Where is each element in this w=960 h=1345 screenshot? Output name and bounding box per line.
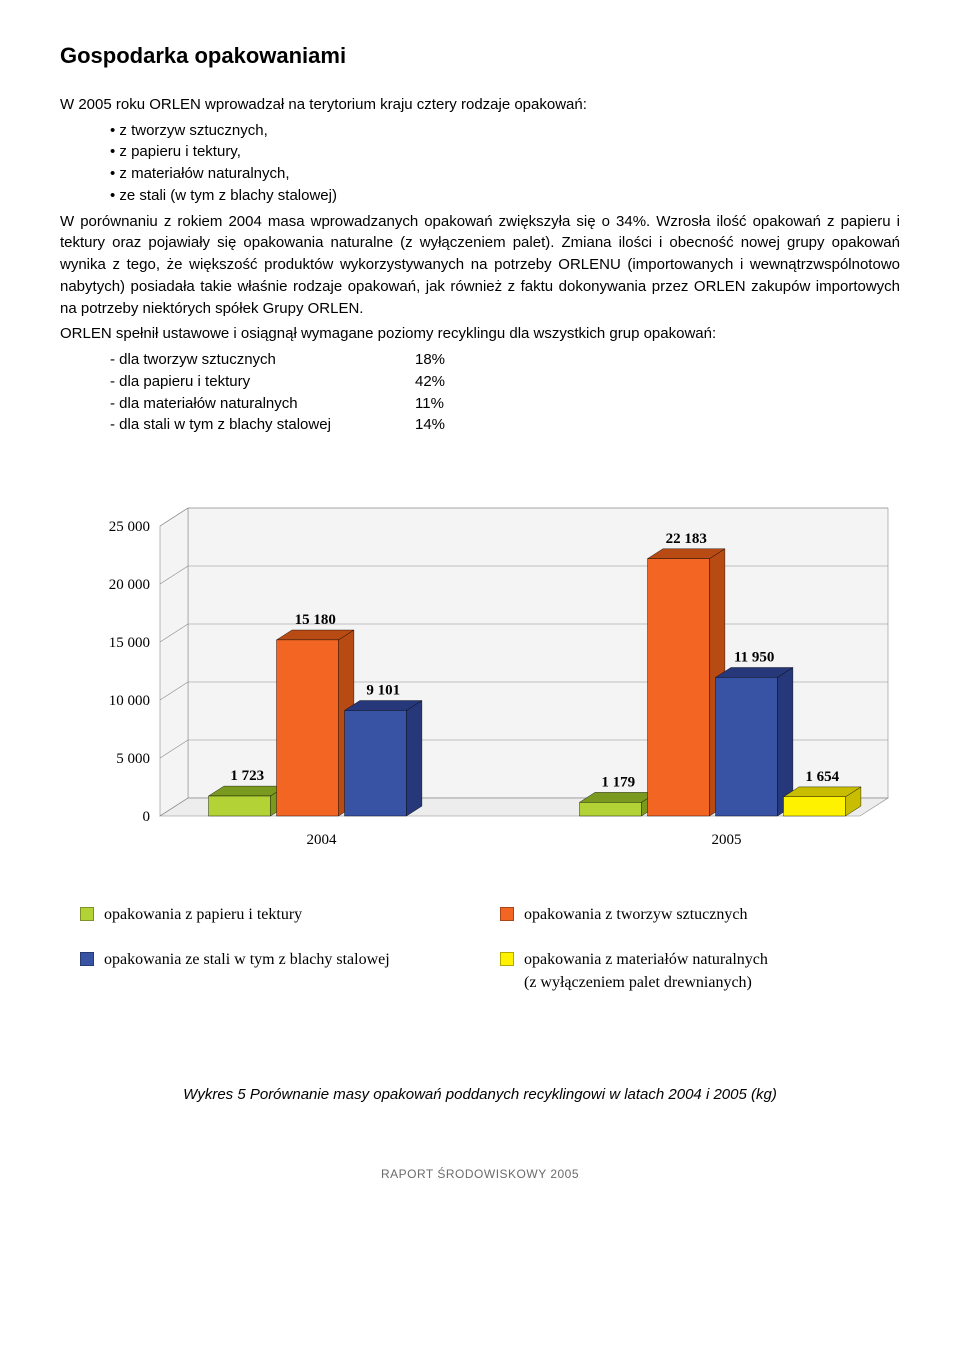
chart-legend: opakowania z papieru i tektury opakowania…: [80, 903, 880, 995]
recycling-value: 18%: [415, 349, 445, 371]
legend-swatch: [80, 907, 94, 921]
packaging-types-list: z tworzyw sztucznych, z papieru i tektur…: [60, 120, 900, 207]
recycling-label: - dla stali w tym z blachy stalowej: [110, 414, 415, 436]
legend-swatch: [500, 907, 514, 921]
recycling-row: - dla papieru i tektury 42%: [110, 371, 900, 393]
legend-item: opakowania z tworzyw sztucznych: [500, 903, 880, 926]
svg-text:20 000: 20 000: [109, 577, 150, 593]
svg-text:5 000: 5 000: [116, 751, 150, 767]
svg-text:15 180: 15 180: [295, 612, 336, 628]
legend-label: opakowania ze stali w tym z blachy stalo…: [104, 948, 390, 971]
body-paragraph-2: ORLEN spełnił ustawowe i osiągnął wymaga…: [60, 323, 900, 345]
svg-text:2005: 2005: [712, 832, 742, 848]
legend-item: opakowania z papieru i tektury: [80, 903, 460, 926]
svg-text:10 000: 10 000: [109, 693, 150, 709]
recycling-label: - dla materiałów naturalnych: [110, 393, 415, 415]
svg-text:1 179: 1 179: [601, 775, 635, 791]
chart-svg-holder: 0 5 000 10 000 15 000 20 000 25 000 1 723 15 18…: [60, 506, 900, 873]
page-title: Gospodarka opakowaniami: [60, 40, 900, 72]
page-footer: RAPORT ŚRODOWISKOWY 2005: [60, 1166, 900, 1183]
list-item: z tworzyw sztucznych,: [110, 120, 900, 142]
list-item: z papieru i tektury,: [110, 141, 900, 163]
body-paragraph-1: W porównaniu z rokiem 2004 masa wprowadz…: [60, 211, 900, 320]
legend-swatch: [500, 952, 514, 966]
svg-text:0: 0: [143, 809, 151, 825]
svg-text:2004: 2004: [307, 832, 338, 848]
legend-item: opakowania z materiałów naturalnych (z w…: [500, 948, 880, 994]
legend-swatch: [80, 952, 94, 966]
list-item: ze stali (w tym z blachy stalowej): [110, 185, 900, 207]
chart-caption: Wykres 5 Porównanie masy opakowań poddan…: [60, 1084, 900, 1106]
recycling-row: - dla stali w tym z blachy stalowej 14%: [110, 414, 900, 436]
recycling-targets: - dla tworzyw sztucznych 18% - dla papie…: [60, 349, 900, 436]
svg-text:22 183: 22 183: [666, 531, 707, 547]
svg-text:25 000: 25 000: [109, 519, 150, 535]
svg-text:11 950: 11 950: [734, 650, 774, 666]
chart-container: 0 5 000 10 000 15 000 20 000 25 000 1 723 15 18…: [60, 506, 900, 994]
recycling-value: 42%: [415, 371, 445, 393]
bar-chart: 0 5 000 10 000 15 000 20 000 25 000 1 723 15 18…: [60, 506, 900, 866]
recycling-value: 11%: [415, 393, 444, 415]
recycling-label: - dla papieru i tektury: [110, 371, 415, 393]
list-item: z materiałów naturalnych,: [110, 163, 900, 185]
svg-text:9 101: 9 101: [366, 683, 400, 699]
svg-text:1 723: 1 723: [230, 768, 264, 784]
intro-paragraph: W 2005 roku ORLEN wprowadzał na terytori…: [60, 94, 900, 116]
legend-label: opakowania z tworzyw sztucznych: [524, 903, 747, 926]
recycling-value: 14%: [415, 414, 445, 436]
recycling-row: - dla materiałów naturalnych 11%: [110, 393, 900, 415]
legend-label: opakowania z materiałów naturalnych (z w…: [524, 948, 768, 994]
legend-item: opakowania ze stali w tym z blachy stalo…: [80, 948, 460, 994]
svg-text:15 000: 15 000: [109, 635, 150, 651]
legend-label: opakowania z papieru i tektury: [104, 903, 302, 926]
svg-text:1 654: 1 654: [805, 769, 839, 785]
recycling-label: - dla tworzyw sztucznych: [110, 349, 415, 371]
recycling-row: - dla tworzyw sztucznych 18%: [110, 349, 900, 371]
